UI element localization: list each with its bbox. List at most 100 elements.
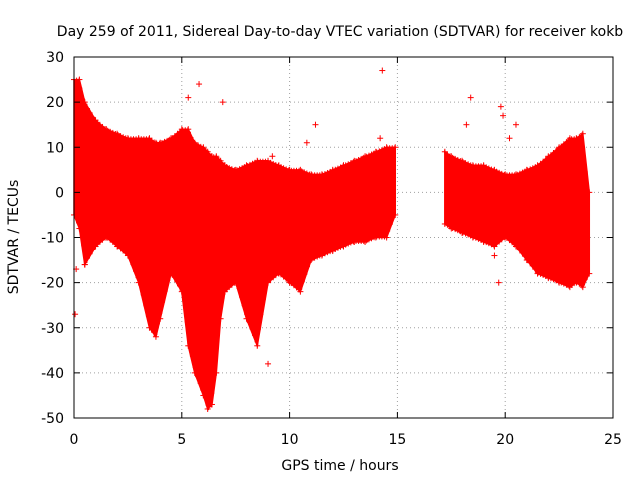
data-point [512,121,519,128]
data-point [81,261,88,268]
data-point [392,144,399,151]
data-point [502,171,509,178]
axis-ticks [73,56,614,419]
y-tick-label: 10 [46,140,64,156]
data-point [459,229,466,236]
data-point [135,135,142,142]
data-point [377,135,384,142]
data-point [243,162,250,169]
data-point [379,67,386,74]
data-point [383,234,390,241]
data-point [351,157,358,164]
data-point [200,392,207,399]
data-point [92,243,99,250]
data-point [586,270,593,277]
data-point [340,162,347,169]
data-point [441,220,448,227]
data-point [318,252,325,259]
data-point [275,162,282,169]
data-point [491,166,498,173]
data-point [362,239,369,246]
data-point [168,135,175,142]
data-point [217,157,224,164]
data-point [191,369,198,376]
data-point [480,239,487,246]
data-point [579,130,586,137]
data-point [185,342,192,349]
y-tick-label: 30 [46,50,64,66]
data-point [265,157,272,164]
data-point [146,135,153,142]
y-tick-label: -30 [41,321,64,337]
data-point [573,279,580,286]
data-point [383,144,390,151]
data-point [545,153,552,160]
data-point [254,157,261,164]
data-point [232,166,239,173]
data-point [579,284,586,291]
y-tick-label: -20 [41,276,64,292]
data-point [312,121,319,128]
data-point [196,81,203,88]
data-point [303,139,310,146]
chart-title: Day 259 of 2011, Sidereal Day-to-day VTE… [57,24,623,40]
data-point [286,166,293,173]
data-point [469,234,476,241]
data-point [168,270,175,277]
data-point [500,112,507,119]
data-point [441,148,448,155]
data-point [392,211,399,218]
data-point [185,94,192,101]
data-point [523,257,530,264]
x-tick-label: 15 [388,432,406,448]
data-point [135,279,142,286]
data-point [72,311,79,318]
y-tick-label: 20 [46,95,64,111]
y-axis-label: SDTVAR / TECUs [6,180,22,295]
data-point [329,248,336,255]
data-point [467,94,474,101]
data-point [351,239,358,246]
y-tick-label: -10 [41,231,64,247]
y-tick-label: -50 [41,411,64,427]
data-point [265,279,272,286]
y-tick-label: -40 [41,366,64,382]
data-point [204,405,211,412]
data-point [124,135,131,142]
data-point [318,171,325,178]
data-point [243,315,250,322]
data-point [491,252,498,259]
data-point [76,225,83,232]
data-series [71,67,593,412]
data-point [534,162,541,169]
x-tick-label: 0 [70,432,79,448]
data-point [506,135,513,142]
data-point [362,153,369,160]
data-point [275,270,282,277]
data-point [81,99,88,106]
data-point [157,315,164,322]
data-point [297,166,304,173]
data-point [448,225,455,232]
data-point [372,234,379,241]
data-point [76,76,83,83]
data-point [269,153,276,160]
x-tick-label: 10 [281,432,299,448]
data-point [157,139,164,146]
data-point [556,279,563,286]
data-point [185,126,192,133]
data-point [254,342,261,349]
data-point [103,234,110,241]
data-point [297,288,304,295]
data-point [308,257,315,264]
x-tick-label: 20 [496,432,514,448]
data-point [372,148,379,155]
data-point [204,148,211,155]
data-point [146,324,153,331]
data-point [232,279,239,286]
series-hatching [73,77,588,411]
data-point [566,135,573,142]
data-point [124,252,131,259]
data-point [497,103,504,110]
